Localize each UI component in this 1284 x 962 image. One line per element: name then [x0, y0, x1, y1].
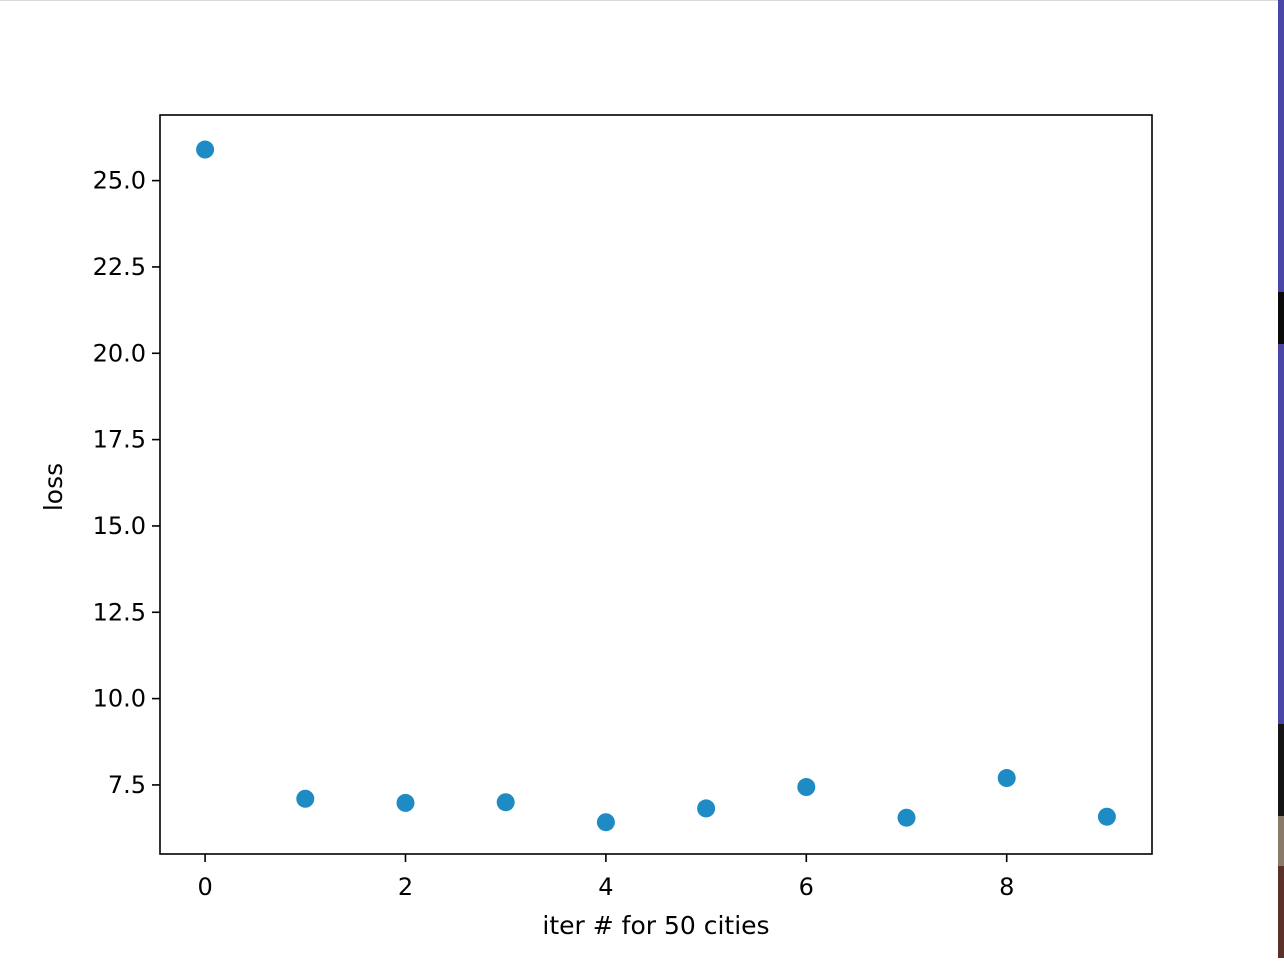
window-top-border — [0, 0, 1284, 1]
y-tick-label: 25.0 — [93, 167, 146, 195]
edge-segment — [1278, 0, 1284, 292]
y-tick-label: 7.5 — [108, 771, 146, 799]
y-tick-label: 20.0 — [93, 339, 146, 367]
adjacent-window-edge — [1278, 0, 1284, 958]
data-point — [797, 778, 816, 797]
y-axis-label: loss — [39, 463, 68, 511]
y-tick-label: 15.0 — [93, 512, 146, 540]
data-point — [897, 808, 916, 827]
data-point — [396, 793, 415, 812]
edge-segment — [1278, 292, 1284, 344]
y-tick-label: 12.5 — [93, 598, 146, 626]
x-tick-label: 0 — [197, 873, 212, 901]
data-point — [296, 789, 315, 808]
data-point — [496, 793, 515, 812]
y-tick-label: 17.5 — [93, 426, 146, 454]
edge-segment — [1278, 724, 1284, 816]
edge-segment — [1278, 816, 1284, 866]
x-tick-label: 4 — [598, 873, 613, 901]
y-tick-label: 10.0 — [93, 685, 146, 713]
data-point — [697, 799, 716, 818]
y-axis-ticks: 7.5 10.0 12.5 15.0 17.5 20.0 22.5 25.0 — [93, 167, 160, 799]
data-point — [596, 813, 615, 832]
x-axis-label: iter # for 50 cities — [542, 911, 769, 940]
data-point — [1097, 807, 1116, 826]
x-axis-ticks: 0 2 4 6 8 — [197, 854, 1014, 901]
y-tick-label: 22.5 — [93, 253, 146, 281]
data-point — [196, 140, 215, 159]
edge-segment — [1278, 344, 1284, 724]
x-tick-label: 2 — [398, 873, 413, 901]
x-tick-label: 8 — [999, 873, 1014, 901]
plot-area-frame — [159, 114, 1153, 855]
x-tick-label: 6 — [799, 873, 814, 901]
edge-segment — [1278, 866, 1284, 958]
data-point — [997, 769, 1016, 788]
scatter-points — [196, 140, 1116, 832]
